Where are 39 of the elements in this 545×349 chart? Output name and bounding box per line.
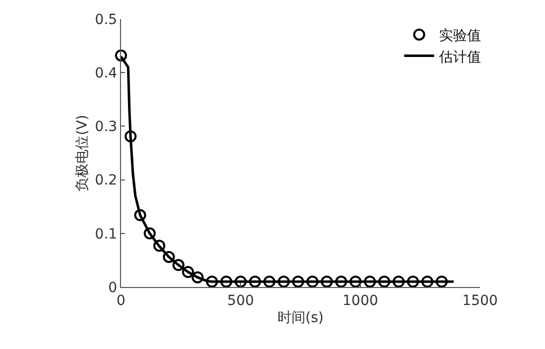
y-tick-label: 0.2 <box>94 172 118 189</box>
point <box>263 276 276 288</box>
point <box>364 276 376 288</box>
point <box>124 130 137 142</box>
point <box>134 209 146 222</box>
y-axis-title: 负极电位(V) <box>74 114 91 192</box>
y-tick-label: 0.3 <box>94 119 118 136</box>
point <box>378 276 390 288</box>
point <box>144 227 156 240</box>
point <box>292 276 304 288</box>
legend-label: 实验值 <box>439 28 482 44</box>
y-tick-label: 0 <box>108 280 118 296</box>
point <box>162 250 175 263</box>
point <box>153 240 166 252</box>
point <box>249 276 262 288</box>
point <box>335 276 348 288</box>
x-tick-label: 500 <box>227 292 254 309</box>
point <box>115 49 127 62</box>
point <box>234 276 247 288</box>
point <box>392 276 405 288</box>
y-tick-label: 0.5 <box>94 12 118 28</box>
point <box>320 276 333 288</box>
point <box>220 276 232 288</box>
point <box>436 276 448 288</box>
point <box>406 276 419 288</box>
point <box>421 276 434 288</box>
legend-label: 估计值 <box>438 49 482 66</box>
x-tick-label: 1500 <box>462 292 498 309</box>
point <box>206 276 218 288</box>
y-tick-label: 0.1 <box>94 226 118 242</box>
point <box>192 271 204 284</box>
point <box>172 259 184 272</box>
x-axis-title: 时间(s) <box>277 310 324 326</box>
y-tick-label: 0.4 <box>94 66 118 82</box>
point <box>278 276 290 288</box>
point <box>182 266 194 278</box>
point <box>306 276 318 288</box>
point <box>350 276 362 288</box>
x-tick-label: 1000 <box>342 292 378 309</box>
